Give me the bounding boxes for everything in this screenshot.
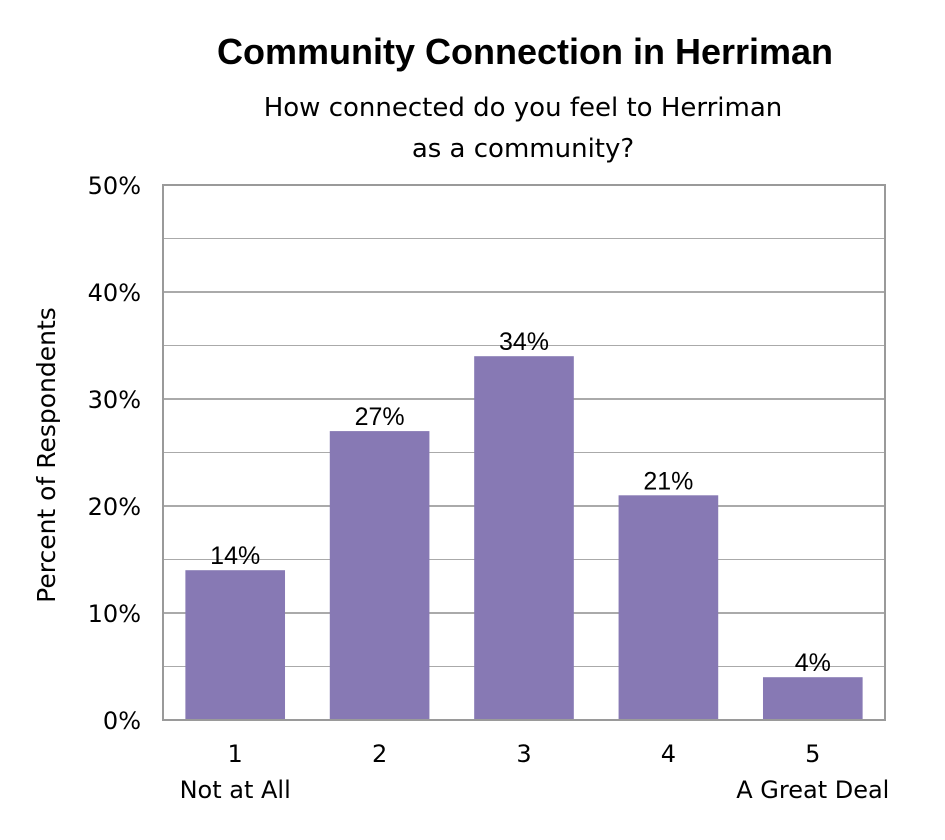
bar <box>618 495 719 720</box>
x-tick-label: 5 <box>805 740 820 768</box>
y-tick-label: 30% <box>88 386 141 414</box>
y-tick-label: 20% <box>88 493 141 521</box>
x-tick-label: 2 <box>372 740 387 768</box>
x-tick-label: 1 <box>228 740 243 768</box>
labels: 0% 10% 20% 30% 40% 50% 14% 1 Not at All 27% 2 34% 3 2… <box>88 172 890 804</box>
bar <box>762 677 863 720</box>
bar <box>474 356 574 720</box>
bars <box>185 356 863 720</box>
plot-area <box>162 184 886 721</box>
y-tick-label: 10% <box>88 600 141 628</box>
y-tick-label: 0% <box>103 707 141 735</box>
x-tick-sublabel: Not at All <box>180 776 291 804</box>
y-tick-label: 50% <box>88 172 141 200</box>
x-tick-label: 4 <box>661 740 676 768</box>
data-label: 14% <box>210 542 260 570</box>
data-label: 4% <box>795 649 831 677</box>
bar <box>329 431 430 720</box>
chart-subtitle-line-1: How connected do you feel to Herriman <box>264 93 783 123</box>
data-label: 21% <box>643 467 693 495</box>
data-label: 27% <box>355 403 405 431</box>
bar <box>185 570 286 720</box>
x-tick-sublabel: A Great Deal <box>736 776 889 804</box>
x-tick-label: 3 <box>516 740 531 768</box>
y-tick-label: 40% <box>88 279 141 307</box>
chart-title: Community Connection in Herriman <box>217 31 833 72</box>
data-label: 34% <box>499 328 549 356</box>
chart-subtitle-line-2: as a community? <box>412 134 634 164</box>
y-axis-label: Percent of Respondents <box>32 307 61 603</box>
